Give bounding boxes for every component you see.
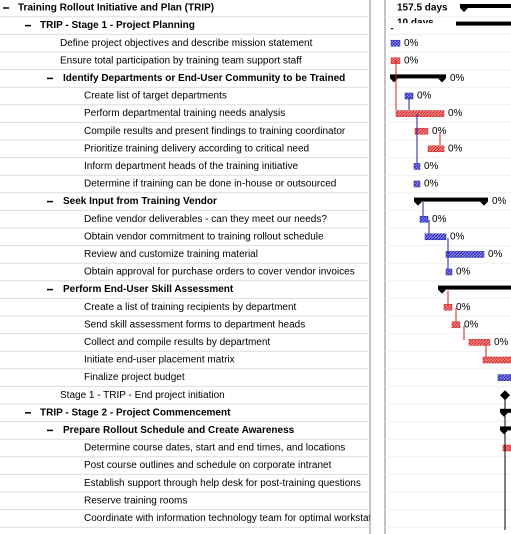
summary-end bbox=[460, 8, 468, 12]
percent-complete: 0% bbox=[456, 302, 471, 313]
task-name: Stage 1 - TRIP - End project initiation bbox=[60, 390, 225, 401]
task-name: Send skill assessment forms to departmen… bbox=[84, 319, 305, 330]
task-bar bbox=[414, 127, 429, 135]
task-name: Initiate end-user placement matrix bbox=[84, 355, 235, 366]
task-name: Finalize project budget bbox=[84, 372, 185, 383]
summary-bar bbox=[390, 74, 446, 79]
task-bar bbox=[482, 356, 511, 364]
milestone bbox=[500, 390, 510, 401]
task-name: TRIP - Stage 1 - Project Planning bbox=[40, 20, 195, 31]
task-name: Seek Input from Training Vendor bbox=[63, 196, 217, 207]
task-name: Training Rollout Initiative and Plan (TR… bbox=[18, 3, 214, 14]
percent-complete: 0% bbox=[404, 55, 419, 66]
task-bar bbox=[445, 268, 453, 276]
task-name: Determine if training can be done in-hou… bbox=[84, 179, 336, 190]
task-bar bbox=[443, 303, 453, 311]
task-bar bbox=[502, 444, 511, 452]
percent-complete: 0% bbox=[424, 161, 439, 172]
percent-complete: 0% bbox=[450, 231, 465, 242]
task-name: Coordinate with information technology t… bbox=[84, 513, 412, 524]
task-name: Compile results and present findings to … bbox=[84, 126, 346, 137]
percent-complete: 0% bbox=[494, 337, 509, 348]
percent-complete: 0% bbox=[424, 179, 439, 190]
summary-end bbox=[414, 201, 422, 206]
summary-end bbox=[500, 412, 508, 417]
duration: 157.5 days bbox=[397, 3, 448, 14]
task-bar bbox=[424, 233, 447, 241]
task-name: Perform departmental training needs anal… bbox=[84, 108, 285, 119]
task-name: Obtain approval for purchase orders to c… bbox=[84, 267, 355, 278]
percent-complete: 0% bbox=[456, 267, 471, 278]
task-name: Prepare Rollout Schedule and Create Awar… bbox=[63, 425, 295, 436]
task-bar bbox=[445, 251, 485, 258]
task-bar bbox=[427, 145, 445, 153]
task-name: Determine course dates, start and end ti… bbox=[84, 443, 345, 454]
task-bar bbox=[413, 180, 421, 188]
percent-complete: 0% bbox=[488, 249, 503, 260]
task-name: Review and customize training material bbox=[84, 249, 258, 260]
percent-complete: 0% bbox=[432, 126, 447, 137]
task-name: Post course outlines and schedule on cor… bbox=[84, 460, 332, 471]
percent-complete: 0% bbox=[448, 108, 463, 119]
summary-end bbox=[390, 78, 398, 83]
header-bg bbox=[386, 19, 456, 28]
task-name: Identify Departments or End-User Communi… bbox=[63, 73, 345, 84]
task-name: Obtain vendor commitment to training rol… bbox=[84, 231, 324, 242]
task-bar bbox=[451, 321, 461, 329]
percent-complete: 0% bbox=[404, 38, 419, 49]
summary-end bbox=[480, 201, 488, 206]
summary-end bbox=[438, 78, 446, 83]
task-name: Create a list of training recipients by … bbox=[84, 302, 297, 313]
summary-end bbox=[500, 430, 508, 435]
percent-complete: 0% bbox=[492, 196, 507, 207]
task-bar bbox=[497, 374, 511, 381]
task-name: TRIP - Stage 2 - Project Commencement bbox=[40, 407, 231, 418]
percent-complete: 0% bbox=[450, 73, 465, 84]
percent-complete: 0% bbox=[464, 319, 479, 330]
task-name: Create list of target departments bbox=[84, 91, 227, 102]
task-name: Establish support through help desk for … bbox=[84, 478, 361, 489]
percent-complete: 0% bbox=[448, 143, 463, 154]
summary-bar bbox=[460, 4, 511, 8]
task-name: Ensure total participation by training t… bbox=[60, 55, 302, 66]
summary-end bbox=[438, 289, 446, 294]
task-name: Reserve training rooms bbox=[84, 495, 187, 506]
percent-complete: 0% bbox=[432, 214, 447, 225]
duration: 10 days bbox=[397, 18, 434, 29]
task-name: Define project objectives and describe m… bbox=[60, 38, 313, 49]
header-bg bbox=[386, 0, 456, 15]
task-name: Prioritize training delivery according t… bbox=[84, 143, 309, 154]
task-bar bbox=[468, 339, 491, 346]
task-bar bbox=[395, 110, 445, 117]
summary-bar bbox=[438, 285, 511, 290]
task-bar bbox=[419, 215, 429, 223]
summary-bar bbox=[414, 197, 488, 202]
task-name: Perform End-User Skill Assessment bbox=[63, 284, 234, 295]
task-bar bbox=[390, 39, 401, 47]
percent-complete: 0% bbox=[417, 91, 432, 102]
task-name: Inform department heads of the training … bbox=[84, 161, 298, 172]
task-name: Define vendor deliverables - can they me… bbox=[84, 214, 327, 225]
task-bar bbox=[413, 163, 421, 170]
task-name: Collect and compile results by departmen… bbox=[84, 337, 270, 348]
